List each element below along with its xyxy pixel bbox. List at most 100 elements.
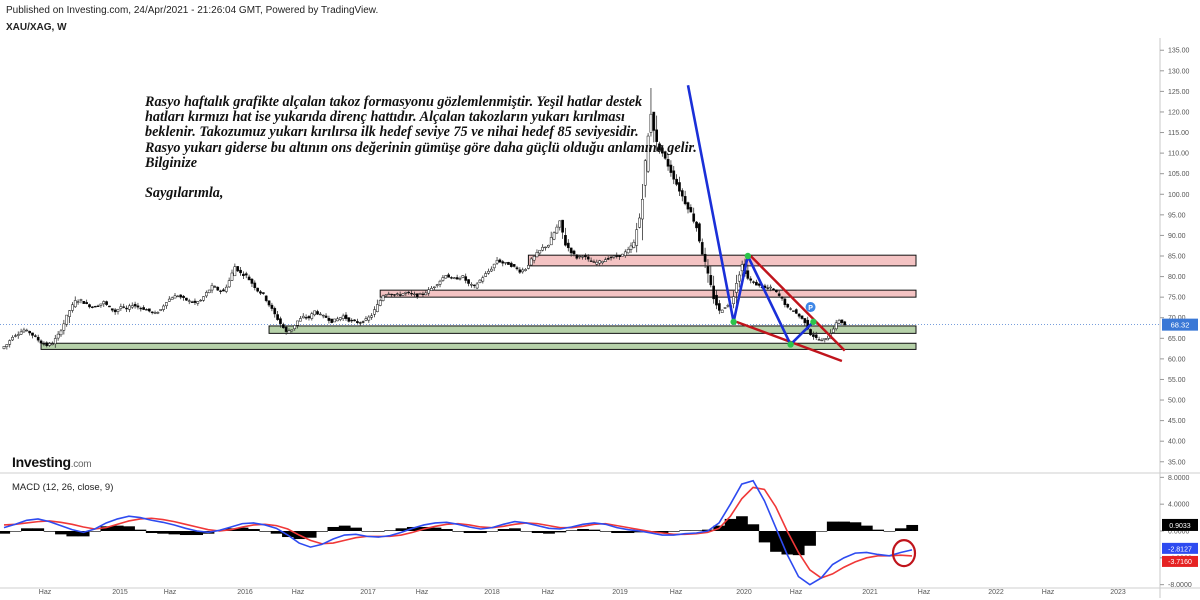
macd-signal-value: -3.7160: [1168, 559, 1192, 566]
wedge-upper-line: [749, 255, 846, 352]
candle-body: [210, 285, 214, 291]
candle-body: [222, 289, 225, 292]
macd-histogram-bar: [123, 526, 135, 531]
time-tick-label: 2023: [1110, 589, 1126, 596]
candle-body: [535, 252, 539, 258]
resistance-zone: [379, 289, 917, 298]
candle-body: [541, 246, 544, 251]
candle-body: [484, 273, 487, 277]
candle-body: [187, 300, 191, 302]
candle-body: [538, 249, 542, 254]
candle-body: [837, 320, 841, 324]
macd-histogram-bar: [611, 531, 623, 534]
candle-body: [378, 300, 382, 306]
candle-body: [803, 318, 807, 324]
note-line-2: hatları kırmızı hat ise yukarıda direnç …: [145, 109, 625, 126]
macd-histogram-bar: [9, 531, 22, 532]
macd-histogram-bar: [327, 526, 340, 531]
candle-body: [53, 338, 57, 345]
candle-body: [108, 305, 111, 308]
candle-body: [358, 322, 362, 324]
candle-body: [128, 305, 131, 310]
candle-body: [786, 303, 790, 308]
time-tick-label: Haz: [1042, 589, 1055, 596]
candle-body: [370, 315, 373, 318]
candle-body: [119, 306, 123, 309]
candle-body: [205, 292, 208, 297]
candle-body: [561, 219, 564, 233]
candle-body: [495, 260, 499, 264]
candle-body: [281, 324, 285, 329]
candle-body: [156, 312, 160, 314]
candle-body: [19, 331, 23, 335]
candle-body: [2, 346, 6, 349]
candle-body: [675, 178, 678, 185]
macd-histogram-bar: [486, 531, 499, 532]
candle-body: [273, 308, 277, 315]
candle-body: [319, 313, 322, 316]
macd-histogram-bar: [134, 529, 147, 531]
candle-body: [196, 301, 200, 304]
macd-histogram-bar: [509, 528, 521, 531]
candle-body: [766, 287, 770, 289]
time-tick-label: 2021: [862, 589, 878, 596]
symbol-title: XAU/XAG, W: [6, 22, 67, 33]
time-tick-label: Haz: [670, 589, 683, 596]
logo-text: Investing: [12, 454, 71, 470]
macd-histogram-bar: [157, 531, 169, 534]
candle-body: [569, 247, 573, 254]
candle-body: [544, 246, 547, 249]
macd-histogram-bar: [860, 525, 873, 531]
candle-body: [170, 297, 174, 300]
candle-body: [575, 254, 579, 259]
macd-histogram-bar: [429, 527, 442, 531]
candle-body: [153, 312, 157, 314]
candle-body: [347, 317, 351, 322]
candle-body: [130, 305, 134, 308]
candle-body: [692, 213, 696, 222]
candle-body: [518, 269, 522, 273]
candle-body: [99, 303, 103, 306]
macd-histogram-bar: [89, 531, 101, 532]
macd-histogram-bar: [191, 531, 204, 536]
candle-body: [213, 286, 217, 288]
candle-body: [703, 253, 707, 262]
candle-body: [224, 286, 228, 292]
candle-body: [666, 158, 670, 167]
candle-body: [93, 306, 97, 308]
candle-body: [447, 274, 450, 278]
time-tick-label: 2018: [484, 589, 500, 596]
macd-histogram-bar: [872, 529, 885, 531]
macd-histogram-bar: [43, 531, 56, 532]
candle-body: [395, 293, 399, 295]
candle-body: [609, 256, 613, 259]
macd-histogram-bar: [736, 516, 748, 531]
candle-body: [48, 343, 51, 346]
candle-body: [22, 329, 26, 333]
candle-body: [287, 330, 291, 334]
macd-histogram-bar: [282, 531, 294, 538]
candle-body: [384, 294, 388, 297]
candle-body: [755, 281, 758, 286]
candle-body: [472, 284, 476, 287]
candle-body: [800, 315, 804, 319]
candle-body: [726, 305, 730, 307]
candle-body: [572, 250, 576, 255]
candle-body: [173, 295, 177, 299]
macd-histogram-bar: [792, 531, 805, 556]
candle-body: [179, 294, 183, 298]
candle-body: [42, 343, 46, 345]
candle-body: [615, 255, 619, 257]
candle-body: [832, 328, 835, 333]
candle-body: [79, 299, 83, 301]
candle-body: [390, 293, 393, 296]
macd-histogram-bar: [770, 531, 782, 552]
candle-body: [635, 229, 639, 246]
candle-body: [498, 259, 502, 263]
macd-histogram-bar: [883, 531, 896, 532]
macd-histogram-bar: [690, 530, 703, 531]
candle-body: [14, 335, 17, 337]
macd-histogram-bar: [554, 531, 567, 533]
candle-body: [826, 338, 829, 341]
